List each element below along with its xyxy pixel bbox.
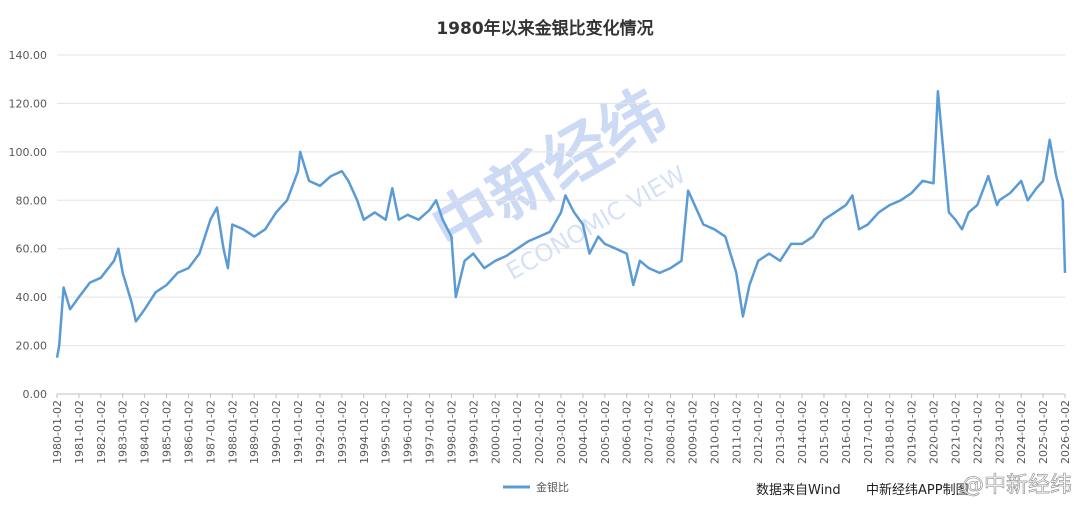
x-tick-label: 1989-01-02 (248, 400, 261, 464)
x-tick-label: 1981-01-02 (73, 400, 86, 464)
x-tick-label: 1982-01-02 (95, 400, 108, 464)
x-tick-label: 1990-01-02 (270, 400, 283, 464)
x-tick-label: 1991-01-02 (292, 400, 305, 464)
x-tick-label: 1984-01-02 (139, 400, 152, 464)
x-tick-label: 2015-01-02 (818, 400, 831, 464)
x-tick-label: 2012-01-02 (752, 400, 765, 464)
x-tick-label: 1994-01-02 (358, 400, 371, 464)
x-tick-label: 1983-01-02 (117, 400, 130, 464)
legend-label: 金银比 (536, 480, 569, 494)
x-tick-label: 2005-01-02 (599, 400, 612, 464)
x-tick-label: 2023-01-02 (993, 400, 1006, 464)
y-tick-label: 40.00 (16, 291, 48, 304)
x-tick-label: 1980-01-02 (51, 400, 64, 464)
x-tick-label: 2011-01-02 (730, 400, 743, 464)
corner-watermark: @中新经纬 (962, 473, 1072, 498)
x-tick-label: 1997-01-02 (424, 400, 437, 464)
credit: 中新经纬APP制图 (866, 482, 969, 498)
y-tick-label: 120.00 (9, 97, 48, 110)
y-tick-label: 80.00 (16, 194, 48, 207)
x-tick-label: 2016-01-02 (840, 400, 853, 464)
x-tick-label: 2009-01-02 (686, 400, 699, 464)
x-tick-label: 2006-01-02 (621, 400, 634, 464)
x-tick-label: 2000-01-02 (489, 400, 502, 464)
y-tick-label: 60.00 (16, 243, 48, 256)
x-tick-label: 2017-01-02 (862, 400, 875, 464)
x-tick-label: 1985-01-02 (161, 400, 174, 464)
x-tick-label: 2002-01-02 (533, 400, 546, 464)
x-tick-label: 2014-01-02 (796, 400, 809, 464)
x-tick-label: 1986-01-02 (182, 400, 195, 464)
x-tick-label: 2018-01-02 (884, 400, 897, 464)
x-tick-label: 2007-01-02 (643, 400, 656, 464)
x-tick-label: 1998-01-02 (445, 400, 458, 464)
source: 数据来自Wind (756, 483, 841, 498)
series-line (55, 90, 1067, 358)
x-tick-label: 2025-01-02 (1037, 400, 1050, 464)
x-tick-label: 1987-01-02 (204, 400, 217, 464)
y-tick-label: 0.00 (23, 388, 48, 401)
x-tick-label: 2021-01-02 (949, 400, 962, 464)
x-tick-label: 2026-01-02 (1059, 400, 1072, 464)
x-tick-label: 2024-01-02 (1015, 400, 1028, 464)
y-tick-label: 140.00 (9, 49, 48, 62)
x-tick-label: 1992-01-02 (314, 400, 327, 464)
x-tick-label: 2003-01-02 (555, 400, 568, 464)
x-tick-label: 1996-01-02 (402, 400, 415, 464)
y-tick-label: 100.00 (9, 146, 48, 159)
chart-title: 1980年以来金银比变化情况 (436, 18, 653, 39)
x-tick-label: 2004-01-02 (577, 400, 590, 464)
x-tick-label: 1999-01-02 (467, 400, 480, 464)
x-tick-label: 2001-01-02 (511, 400, 524, 464)
x-tick-label: 1995-01-02 (380, 400, 393, 464)
x-tick-label: 2019-01-02 (906, 400, 919, 464)
x-tick-label: 2022-01-02 (971, 400, 984, 464)
x-tick-label: 2008-01-02 (665, 400, 678, 464)
x-tick-label: 2013-01-02 (774, 400, 787, 464)
x-tick-label: 1988-01-02 (226, 400, 239, 464)
x-tick-label: 2010-01-02 (708, 400, 721, 464)
y-tick-label: 20.00 (16, 340, 48, 353)
x-tick-label: 2020-01-02 (928, 400, 941, 464)
x-tick-label: 1993-01-02 (336, 400, 349, 464)
